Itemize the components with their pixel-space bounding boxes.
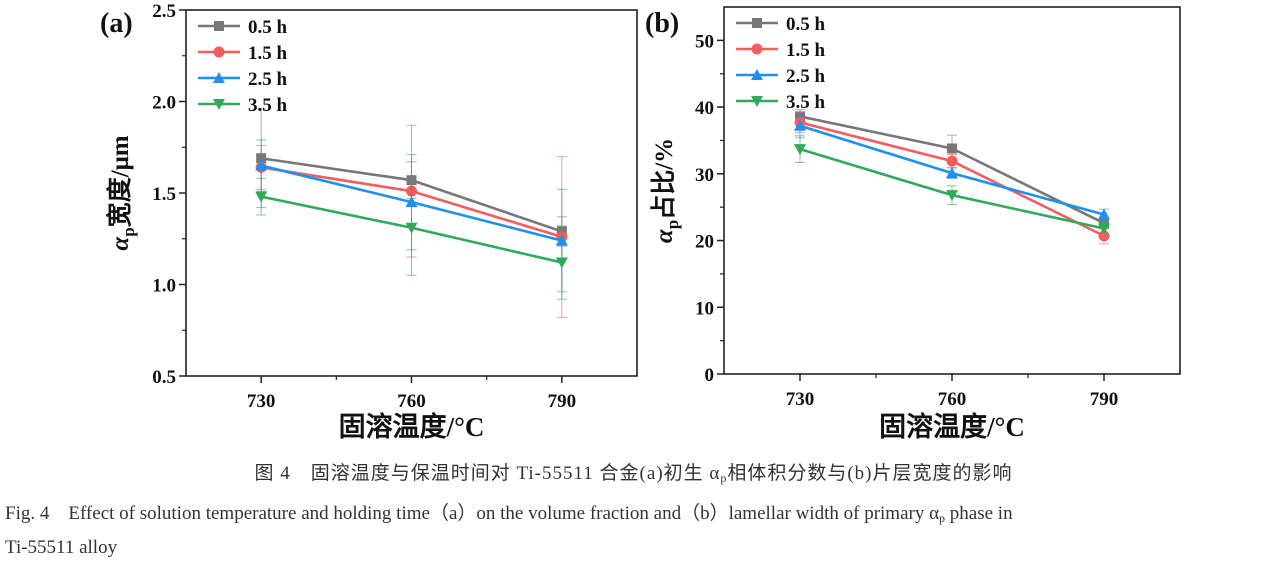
legend-label: 0.5 h [248, 17, 288, 38]
marker-triangle-down [1098, 223, 1110, 235]
legend-label: 3.5 h [248, 95, 288, 116]
legend-label: 2.5 h [248, 69, 288, 90]
legend-item: 3.5 h [198, 95, 288, 116]
x-axis-label: 固溶温度/°C [339, 411, 485, 442]
marker-triangle-down [794, 144, 806, 156]
caption-english: Fig. 4 Effect of solution temperature an… [5, 498, 1013, 526]
legend-item: 2.5 h [198, 69, 288, 90]
x-axis-label: 固溶温度/°C [879, 411, 1025, 442]
caption-cn-sub: p [720, 471, 728, 485]
y-label-alpha: α [107, 236, 134, 251]
marker-triangle-down [213, 99, 225, 110]
caption-cn-text: 图 4 固溶温度与保温时间对 Ti-55511 合金(a)初生 α [254, 463, 721, 484]
y-label-sub: p [119, 227, 138, 236]
y-tick-label: 1.0 [152, 276, 176, 297]
y-axis-label: αp宽度/μm [105, 135, 138, 250]
marker-square [214, 21, 224, 31]
y-label-sub: p [663, 220, 682, 229]
legend-item: 1.5 h [198, 43, 288, 64]
panel-label: (b) [645, 8, 679, 39]
caption-en-text-2: phase in [945, 503, 1013, 524]
caption-en-sub: p [939, 511, 946, 525]
chart-panel-a: 0.5 1.0 1.5 2.0 2.5 730 760 790 固溶温度/°C αp宽度/μm (a… [100, 1, 638, 442]
marker-circle [751, 43, 763, 55]
marker-circle [1098, 230, 1110, 242]
marker-triangle-down [555, 257, 568, 269]
legend-label: 1.5 h [786, 40, 826, 61]
marker-circle [213, 46, 225, 58]
legend-label: 1.5 h [248, 43, 288, 64]
marker-triangle-down [751, 96, 763, 107]
y-tick-label: 2.0 [152, 93, 176, 114]
y-tick-label: 0 [705, 365, 715, 386]
legend-label: 0.5 h [786, 14, 826, 35]
legend-item: 3.5 h [736, 92, 826, 113]
chart-panel-b: 0 10 20 30 40 50 730 760 790 固溶温度/°C αp占比/% (b) 0.5 … [645, 6, 1181, 442]
legend-item: 1.5 h [736, 40, 826, 61]
y-tick-label: 30 [695, 165, 714, 186]
x-tick-label: 790 [1090, 389, 1119, 410]
y-label-alpha: α [651, 228, 678, 243]
marker-square [947, 143, 957, 154]
x-tick-label: 760 [397, 391, 426, 412]
marker-triangle-up [255, 159, 268, 171]
caption-english-line2: Ti-55511 alloy [5, 537, 118, 558]
y-tick-label: 40 [695, 98, 714, 119]
marker-triangle-up [751, 69, 763, 80]
caption-cn-text-2: 相体积分数与(b)片层宽度的影响 [727, 463, 1013, 484]
marker-triangle-up [946, 167, 958, 179]
x-tick-label: 730 [247, 391, 276, 412]
series-35h [794, 135, 1110, 235]
y-tick-label: 50 [695, 31, 714, 52]
y-axis-label: αp占比/% [650, 138, 682, 243]
legend-item: 0.5 h [736, 14, 826, 35]
caption-en-text: Fig. 4 Effect of solution temperature an… [5, 503, 940, 524]
legend-item: 2.5 h [736, 66, 826, 87]
y-tick-label: 10 [695, 298, 714, 319]
marker-triangle-up [1098, 208, 1110, 220]
y-label-rest: 宽度/μm [105, 135, 134, 227]
marker-triangle-down [946, 190, 958, 202]
y-label-rest: 占比/% [650, 138, 678, 220]
x-tick-label: 790 [548, 391, 577, 412]
y-tick-label: 2.5 [152, 1, 176, 22]
y-tick-label: 20 [695, 232, 714, 253]
marker-triangle-up [794, 119, 806, 131]
marker-circle [946, 155, 958, 167]
marker-triangle-up [213, 72, 225, 83]
legend-item: 0.5 h [198, 17, 288, 38]
legend-label: 3.5 h [786, 92, 826, 113]
marker-triangle-down [255, 191, 268, 203]
y-tick-label: 0.5 [152, 367, 176, 388]
series-35h [255, 177, 568, 300]
y-tick-label: 1.5 [152, 184, 176, 205]
marker-square [752, 18, 762, 28]
legend-label: 2.5 h [786, 66, 826, 87]
panel-label: (a) [100, 8, 133, 39]
x-tick-label: 730 [786, 389, 815, 410]
caption-chinese: 图 4 固溶温度与保温时间对 Ti-55511 合金(a)初生 αp相体积分数与… [0, 458, 1267, 486]
x-tick-label: 760 [938, 389, 967, 410]
marker-triangle-down [405, 222, 418, 234]
